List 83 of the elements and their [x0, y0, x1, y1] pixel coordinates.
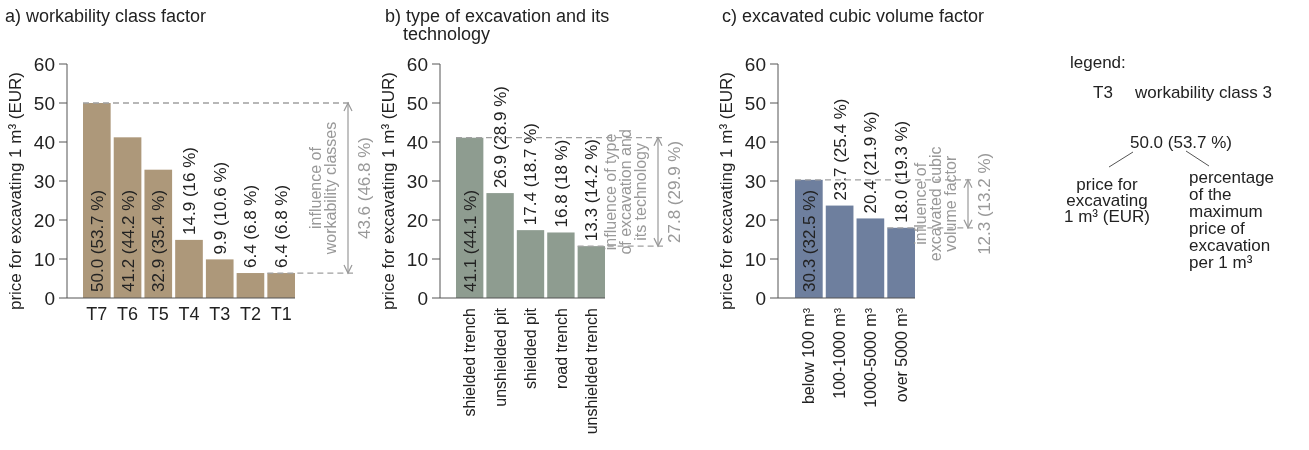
- y-tick-label: 50: [33, 92, 55, 114]
- y-tick-label: 40: [744, 131, 766, 153]
- bar: [547, 232, 575, 298]
- bar: [486, 193, 514, 298]
- x-tick-label: T3: [209, 304, 231, 324]
- bar: [205, 259, 234, 298]
- y-axis-title: price for excavating 1 m³ (EUR): [717, 71, 736, 311]
- text: percentage of the maximum price of excavation per 1 m³: [1189, 168, 1275, 272]
- x-tick-label: unshielded pit: [491, 307, 509, 407]
- bar: [887, 227, 915, 298]
- x-tick-label: road trench: [552, 308, 570, 389]
- data-label: 30.3 (32.5 %): [799, 189, 819, 292]
- data-label: 20.4 (21.9 %): [861, 111, 881, 214]
- text: price for excavating 1 m³ (EUR): [1064, 175, 1150, 226]
- x-tick-label: T6: [117, 304, 139, 324]
- y-tick-label: 0: [417, 287, 428, 309]
- chart-title: b) type of excavation and its technology: [385, 6, 610, 44]
- bar: [175, 239, 203, 298]
- data-label: 23.7 (25.4 %): [830, 98, 850, 201]
- data-label: 26.9 (28.9 %): [491, 86, 511, 189]
- y-tick-label: 0: [755, 287, 766, 309]
- y-tick-label: 60: [406, 53, 428, 75]
- bar: [577, 246, 605, 298]
- y-tick-label: 30: [33, 170, 55, 192]
- y-tick-label: 50: [744, 92, 766, 114]
- x-tick-label: shielded trench: [461, 308, 479, 417]
- y-tick-label: 10: [744, 248, 766, 270]
- bar: [267, 273, 295, 298]
- x-tick-label: 1000-5000 m³: [861, 307, 879, 408]
- y-axis-title: price for excavating 1 m³ (EUR): [379, 71, 398, 311]
- text: 50.0 (53.7 %): [1129, 133, 1233, 152]
- data-label: 6.4 (6.8 %): [241, 184, 261, 269]
- y-tick-label: 0: [44, 287, 55, 309]
- y-tick-label: 60: [33, 53, 55, 75]
- x-tick-label: over 5000 m³: [892, 307, 910, 403]
- text: influence of workability classes: [307, 121, 339, 256]
- data-label: 32.9 (35.4 %): [149, 189, 169, 292]
- x-tick-label: T5: [147, 304, 169, 324]
- y-tick-label: 20: [33, 209, 55, 231]
- data-label: 41.1 (44.1 %): [460, 189, 480, 292]
- y-tick-label: 40: [33, 131, 55, 153]
- data-label: 13.3 (14.2 %): [582, 139, 602, 242]
- data-label: 41.2 (44.2 %): [118, 189, 138, 292]
- y-tick-label: 20: [406, 209, 428, 231]
- text: workability class 3: [1134, 83, 1272, 102]
- annotation: influence of excavated cubic volume factor: [912, 146, 959, 262]
- x-tick-label: T7: [86, 304, 108, 324]
- bar: [825, 205, 854, 298]
- y-tick-label: 30: [406, 170, 428, 192]
- y-tick-label: 60: [744, 53, 766, 75]
- x-tick-label: T1: [270, 304, 292, 324]
- chart-title: c) excavated cubic volume factor: [722, 6, 985, 26]
- y-tick-label: 40: [406, 131, 428, 153]
- text: 27.8 (29.9 %): [664, 140, 684, 243]
- data-label: 6.4 (6.8 %): [272, 184, 292, 269]
- y-tick-label: 10: [33, 248, 55, 270]
- x-tick-label: 100-1000 m³: [831, 307, 849, 399]
- x-tick-label: unshielded trench: [582, 308, 600, 435]
- text: T3: [1093, 83, 1113, 102]
- chart-title: a) workability class factor: [5, 6, 207, 26]
- y-tick-label: 20: [744, 209, 766, 231]
- bar: [83, 103, 111, 298]
- x-tick-label: T2: [239, 304, 261, 324]
- data-label: 18.0 (19.3 %): [892, 120, 912, 223]
- data-label: 50.0 (53.7 %): [87, 189, 107, 292]
- y-axis-title: price for excavating 1 m³ (EUR): [6, 71, 25, 311]
- bar: [236, 273, 265, 298]
- text: legend:: [1070, 53, 1126, 72]
- x-tick-label: T4: [178, 304, 200, 324]
- bar: [516, 230, 545, 298]
- y-tick-label: 10: [406, 248, 428, 270]
- annotation: influence of type of excavation and its technology: [602, 129, 649, 255]
- data-label: 14.9 (16 %): [179, 147, 199, 235]
- y-tick-label: 30: [744, 170, 766, 192]
- y-tick-label: 50: [406, 92, 428, 114]
- x-tick-label: below 100 m³: [800, 307, 818, 405]
- data-label: 16.8 (18 %): [551, 139, 571, 228]
- text: 43.6 (46.8 %): [354, 136, 374, 240]
- x-tick-label: shielded pit: [522, 307, 540, 389]
- text: 12.3 (13.2 %): [974, 152, 994, 255]
- data-label: 17.4 (18.7 %): [521, 123, 541, 226]
- data-label: 9.9 (10.6 %): [210, 161, 230, 255]
- bar: [856, 218, 885, 298]
